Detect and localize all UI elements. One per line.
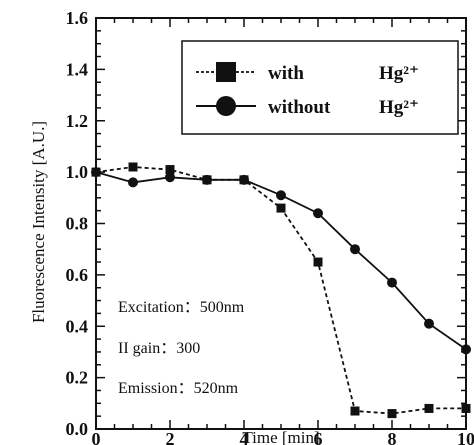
data-point-with xyxy=(424,403,434,413)
legend-marker-square xyxy=(216,62,236,82)
data-point-without xyxy=(313,208,323,219)
x-tick-label: 10 xyxy=(457,429,474,445)
y-tick-label: 0.8 xyxy=(66,214,89,234)
data-point-without xyxy=(165,172,175,183)
data-point-with xyxy=(387,409,397,419)
data-point-without xyxy=(350,244,360,255)
data-point-without xyxy=(424,318,434,329)
annotation-excitation: Excitation：500nm xyxy=(118,299,245,316)
legend-label-with: with xyxy=(268,63,304,84)
data-point-without xyxy=(202,174,212,185)
data-point-with xyxy=(313,257,323,267)
data-point-with xyxy=(461,403,471,413)
y-tick-label: 1.2 xyxy=(66,111,89,131)
x-tick-label: 6 xyxy=(314,429,323,445)
y-tick-label: 0.4 xyxy=(66,316,89,336)
data-point-without xyxy=(91,167,101,178)
legend: with Hg²⁺ without Hg²⁺ xyxy=(181,40,459,135)
data-point-with xyxy=(276,203,286,213)
y-tick-label: 1.4 xyxy=(66,59,89,79)
data-point-with xyxy=(165,165,175,175)
y-tick-label: 1.0 xyxy=(66,162,89,182)
x-tick-label: 4 xyxy=(240,429,249,445)
data-point-without xyxy=(387,277,397,288)
legend-marker-circle xyxy=(216,96,236,116)
annotation-gain: II gain：300 xyxy=(118,340,200,357)
axis-tick-labels: 0 2 4 6 8 10 0.0 0.2 0.4 0.6 0.8 1.0 1.2 1.4 1.6 xyxy=(66,8,474,445)
data-point-without xyxy=(128,177,138,188)
data-point-with xyxy=(350,406,360,416)
y-tick-label: 1.6 xyxy=(66,8,89,28)
legend-hg-with: Hg²⁺ xyxy=(379,63,419,84)
x-tick-label: 8 xyxy=(388,429,397,445)
data-point-without xyxy=(276,190,286,201)
y-axis-title: Fluorescence Intensity [A.U.] xyxy=(29,121,48,323)
legend-hg-without: Hg²⁺ xyxy=(379,97,419,118)
y-tick-label: 0.6 xyxy=(66,265,89,285)
x-tick-label: 0 xyxy=(92,429,101,445)
data-point-without xyxy=(461,344,471,355)
x-axis-title: Time [min] xyxy=(242,428,319,445)
y-tick-label: 0.2 xyxy=(66,368,89,388)
legend-box xyxy=(181,40,459,135)
x-tick-label: 2 xyxy=(166,429,175,445)
data-point-without xyxy=(239,174,249,185)
y-tick-label: 0.0 xyxy=(66,419,89,439)
series-markers xyxy=(91,162,471,419)
annotation-emission: Emission：520nm xyxy=(118,380,239,397)
legend-label-without: without xyxy=(268,97,331,118)
data-point-with xyxy=(128,162,138,172)
